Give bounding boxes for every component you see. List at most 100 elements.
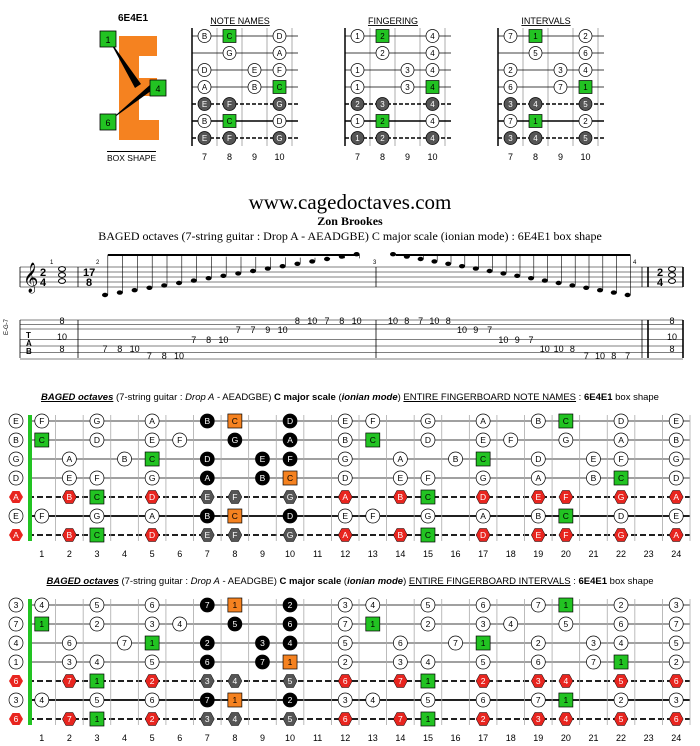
octave-note [531,490,546,504]
scale-note [558,432,574,448]
note-label: E [252,66,257,75]
scale-note [247,80,262,94]
staff-note [610,290,617,295]
scale-note [425,63,440,77]
scale-note [530,413,546,429]
tab-fret-number: 9 [265,325,270,335]
scale-note [117,635,132,651]
tab-fret-number: 7 [147,351,152,361]
fret-number: 7 [508,152,513,162]
octave-note [200,712,215,726]
scale-note [475,597,491,613]
note-label: 7 [508,117,513,126]
note-label: 4 [288,638,293,648]
note-label: 6 [674,676,679,686]
note-label: G [425,511,432,521]
root-note [222,29,237,43]
scale-note [613,508,629,524]
scale-note [199,413,215,429]
staff-note [514,273,521,278]
scale-note [144,508,160,524]
note-label: 1 [619,657,624,667]
scale-note [337,692,353,708]
staff-note [309,259,316,264]
octave-note [613,712,629,726]
fret-number: 22 [616,733,626,743]
note-label: 5 [426,600,431,610]
note-label: G [149,473,156,483]
open-string-note [8,616,24,632]
staff-note [486,268,493,274]
note-label: B [535,416,541,426]
note-label: D [204,454,210,464]
note-label: 3 [481,619,486,629]
tab-fret-number: 7 [418,316,423,326]
note-label: 4 [533,134,538,143]
measure-number: 3 [373,260,377,266]
note-label: 6 [583,49,588,58]
note-label: 4 [430,100,435,109]
note-label: A [398,454,404,464]
note-label: 6 [14,714,19,724]
box-shape-name: 6E4E1 [118,13,149,24]
note-label: G [94,511,101,521]
note-label: 1 [355,32,360,41]
note-label: F [227,134,232,143]
fret-number: 23 [644,549,654,559]
tab-fret-number: 10 [457,325,467,335]
site-title[interactable]: www.cagedoctaves.com [248,190,452,214]
fret-number: 5 [150,733,155,743]
note-label: B [67,530,73,540]
note-label: D [202,66,208,75]
octave-note [393,712,408,726]
note-label: C [287,473,293,483]
tab-fret-number: 8 [59,316,64,326]
scale-note [282,597,298,613]
fret-number: 3 [94,733,99,743]
note-label: 3 [405,66,410,75]
tab-fret-number: 10 [388,316,398,326]
scale-note [365,597,381,613]
staff-note [146,285,153,290]
tab-fret-number: 9 [473,325,478,335]
note-label: D [480,530,486,540]
note-label: 5 [564,619,569,629]
staff-chord-note [668,272,676,278]
section-title-part: - AEADGBE) [214,392,275,403]
fret-number: 20 [561,733,571,743]
note-label: 2 [355,100,360,109]
scale-note [425,97,440,111]
staff-note [116,290,123,295]
note-label: C [149,454,155,464]
scale-note [89,470,105,486]
scale-note [586,451,601,467]
tab-fret-number: 8 [446,316,451,326]
box-shape-note-label: 4 [155,84,160,94]
open-string-note [8,692,24,708]
scale-note [144,413,160,429]
time-signature: 17 [83,267,95,279]
scale-note [448,635,463,651]
note-label: 5 [95,695,100,705]
note-label: A [480,416,486,426]
box-shape-diagram: 1 4 6 [99,30,167,140]
note-label: A [673,492,679,502]
note-label: B [122,454,128,464]
scale-note [350,63,365,77]
note-label: B [398,530,404,540]
fret-number: 8 [232,733,237,743]
section-title-part: - AEADGBE) [219,576,280,587]
fret-number: 10 [285,549,295,559]
scale-note [282,692,298,708]
note-label: 7 [508,32,513,41]
note-label: F [227,100,232,109]
note-label: 1 [288,657,293,667]
note-label: G [342,454,349,464]
note-label: E [398,473,404,483]
root-note [34,432,50,448]
section-title-part: BAGED octaves [46,576,119,587]
box-shape-note-root [99,30,117,48]
scale-note [503,29,518,43]
note-label: 4 [564,714,569,724]
